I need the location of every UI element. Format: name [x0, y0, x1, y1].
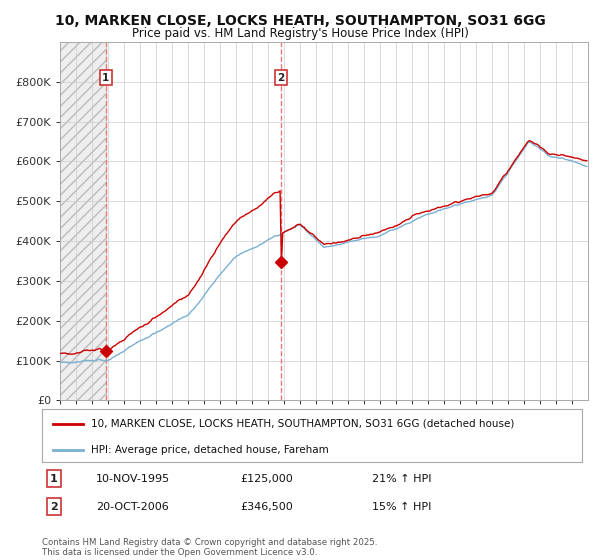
Text: 15% ↑ HPI: 15% ↑ HPI: [372, 502, 431, 512]
Text: £125,000: £125,000: [240, 474, 293, 484]
Text: 2: 2: [50, 502, 58, 512]
Text: 21% ↑ HPI: 21% ↑ HPI: [372, 474, 431, 484]
Text: HPI: Average price, detached house, Fareham: HPI: Average price, detached house, Fare…: [91, 445, 328, 455]
Text: 10-NOV-1995: 10-NOV-1995: [96, 474, 170, 484]
Text: Price paid vs. HM Land Registry's House Price Index (HPI): Price paid vs. HM Land Registry's House …: [131, 27, 469, 40]
Text: 10, MARKEN CLOSE, LOCKS HEATH, SOUTHAMPTON, SO31 6GG (detached house): 10, MARKEN CLOSE, LOCKS HEATH, SOUTHAMPT…: [91, 419, 514, 429]
Text: 1: 1: [103, 73, 110, 83]
Text: Contains HM Land Registry data © Crown copyright and database right 2025.
This d: Contains HM Land Registry data © Crown c…: [42, 538, 377, 557]
Bar: [60, 42, 106, 400]
Text: 10, MARKEN CLOSE, LOCKS HEATH, SOUTHAMPTON, SO31 6GG: 10, MARKEN CLOSE, LOCKS HEATH, SOUTHAMPT…: [55, 14, 545, 28]
Text: 20-OCT-2006: 20-OCT-2006: [96, 502, 169, 512]
Text: 1: 1: [50, 474, 58, 484]
Text: 2: 2: [277, 73, 284, 83]
Text: £346,500: £346,500: [240, 502, 293, 512]
